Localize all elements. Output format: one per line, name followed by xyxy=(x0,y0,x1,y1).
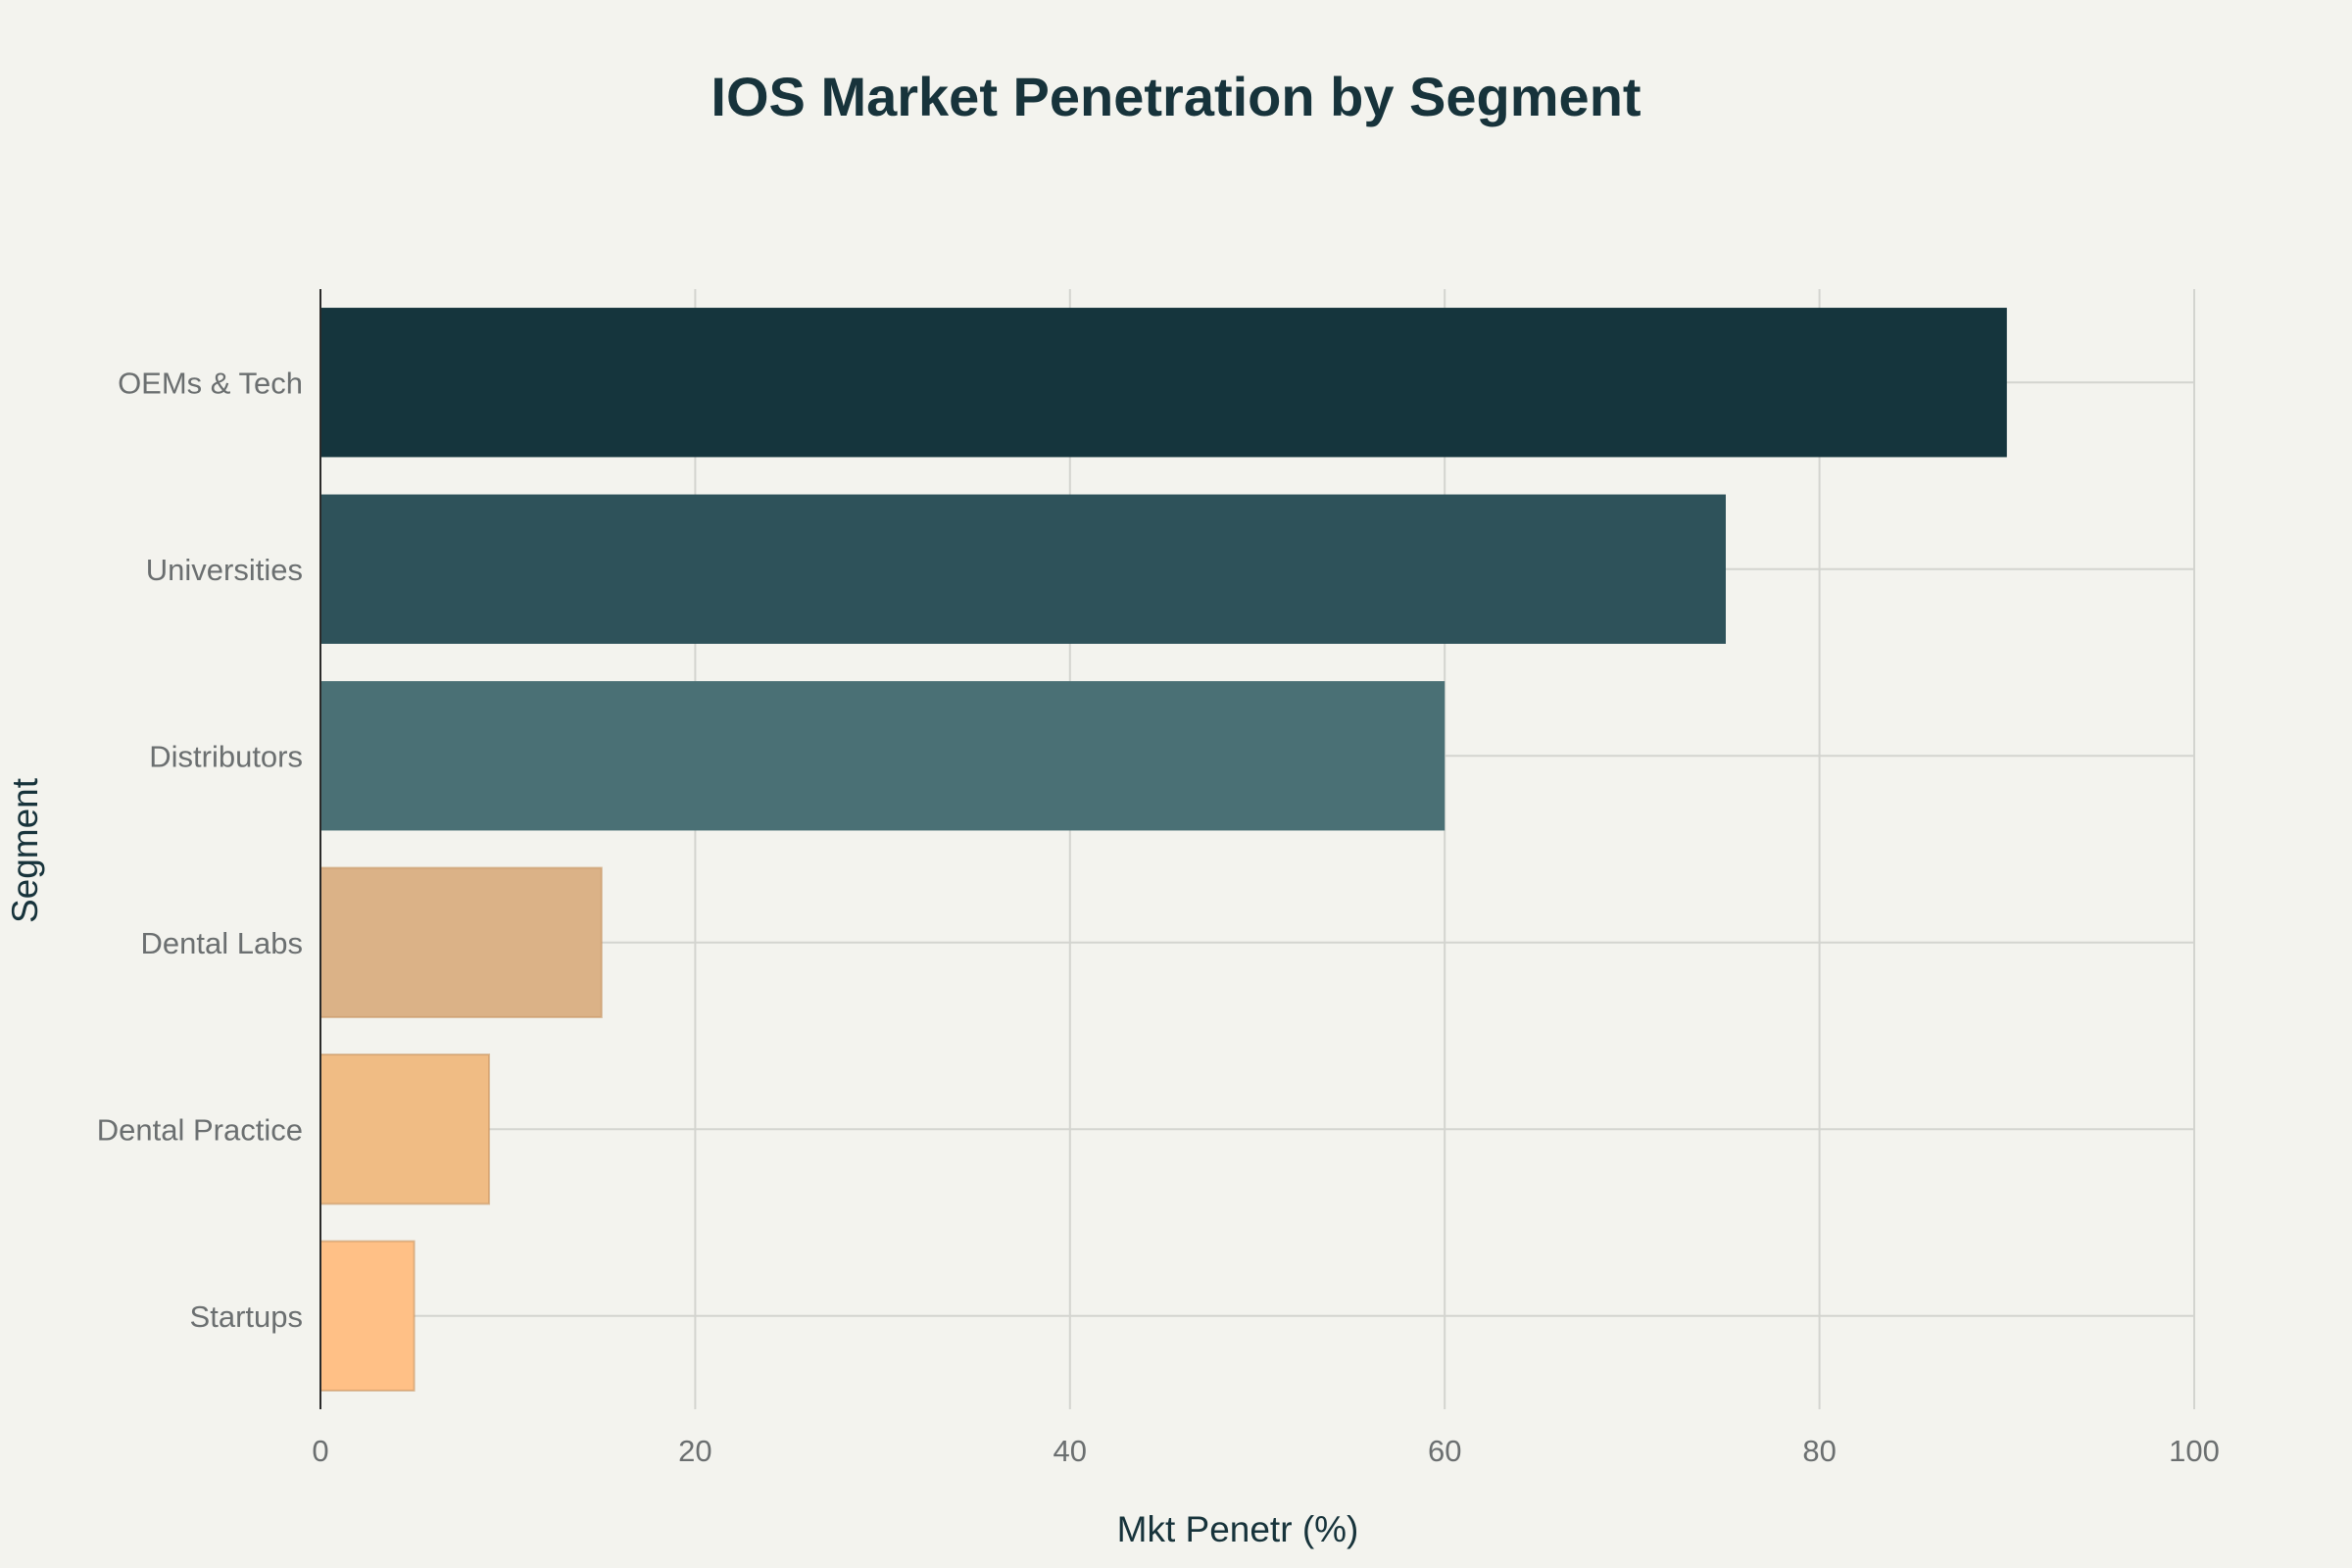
x-tick-label: 60 xyxy=(1428,1434,1461,1468)
y-tick-label: Universities xyxy=(146,553,303,587)
bar xyxy=(319,1054,491,1205)
y-tick-label: Startups xyxy=(190,1299,303,1334)
chart-title: IOS Market Penetration by Segment xyxy=(710,66,1641,127)
x-tick-label: 20 xyxy=(678,1434,711,1468)
x-tick-labels: 0 20 40 60 80 100 xyxy=(312,1434,2219,1468)
x-tick-label: 0 xyxy=(312,1434,328,1468)
bar xyxy=(319,866,603,1018)
x-tick-label: 40 xyxy=(1054,1434,1087,1468)
y-axis-title: Segment xyxy=(5,777,45,923)
x-axis-title: Mkt Penetr (%) xyxy=(1117,1509,1359,1549)
x-tick-label: 100 xyxy=(2169,1434,2220,1468)
y-tick-label: Dental Labs xyxy=(141,926,303,960)
y-tick-label: OEMs & Tech xyxy=(118,366,303,400)
y-tick-label: Distributors xyxy=(149,739,303,773)
y-tick-label: Dental Practice xyxy=(97,1112,303,1147)
bar xyxy=(320,681,1446,831)
bar xyxy=(320,308,2007,458)
bar xyxy=(320,494,1726,644)
bars xyxy=(319,308,2007,1392)
bar xyxy=(319,1240,416,1392)
x-tick-label: 80 xyxy=(1802,1434,1836,1468)
y-tick-labels: OEMs & Tech Universities Distributors Denta… xyxy=(97,366,303,1334)
